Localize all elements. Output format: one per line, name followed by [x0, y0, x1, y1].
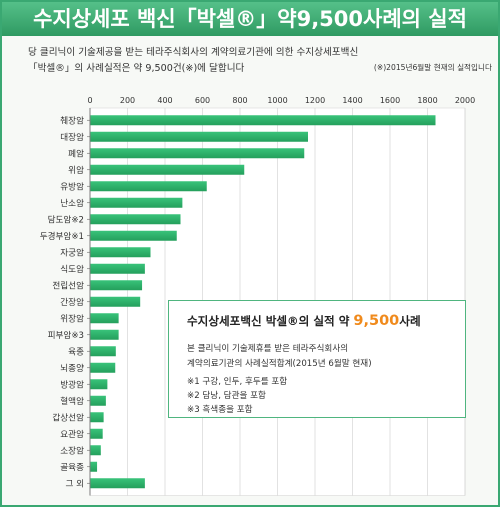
bar-3: [90, 148, 305, 159]
x-tick-label-800: 800: [232, 96, 247, 105]
x-tick-label-1200: 1200: [305, 96, 325, 105]
bar-9: [90, 247, 151, 258]
category-label-3: 폐암: [68, 147, 84, 159]
info-note-1: ※1 구강, 인두, 후두를 포함: [187, 377, 288, 387]
info-box: 수지상세포백신 박셀®의 실적 약 9,500사례 본 클리닉이 기술제휴를 받…: [168, 300, 466, 418]
as-of-note: (※)2015년6월말 현재의 실적입니다: [373, 63, 492, 72]
bar-13: [90, 313, 119, 324]
bar-6: [90, 197, 183, 208]
category-label-23: 그 외: [65, 477, 84, 489]
x-tick-label-2000: 2000: [455, 96, 475, 105]
x-tick-label-1600: 1600: [380, 96, 400, 105]
category-label-11: 전립선암: [52, 279, 84, 291]
info-title-before: 수지상세포백신 박셀®의 실적 약: [187, 314, 354, 328]
bar-14: [90, 329, 119, 340]
x-tick-label-1000: 1000: [267, 96, 287, 105]
info-body-line-1: 본 클리닉이 기술제휴를 받은 테라주식회사의: [187, 344, 349, 354]
category-label-5: 유방암: [60, 180, 84, 192]
bar-22: [90, 461, 98, 472]
category-label-18: 혈액암: [60, 395, 84, 407]
bar-1: [90, 115, 436, 126]
chart-title: 수지상세포 백신「박셀®」약9,500사례의 실적: [2, 2, 498, 36]
bar-4: [90, 164, 245, 175]
info-note-3: ※3 흑색종을 포함: [187, 405, 253, 415]
bar-21: [90, 445, 101, 456]
bar-16: [90, 362, 116, 373]
bar-15: [90, 346, 116, 357]
category-label-21: 소장암: [60, 444, 84, 456]
bar-7: [90, 214, 181, 225]
bar-23: [90, 478, 145, 489]
category-label-13: 위장암: [60, 312, 84, 324]
info-title-after: 사례: [399, 314, 421, 328]
description-line-1: 당 클리닉이 기술제공을 받는 테라주식회사의 계약의료기관에 의한 수지상세포…: [28, 47, 359, 58]
bar-18: [90, 395, 106, 406]
bar-10: [90, 263, 145, 274]
category-label-4: 위암: [68, 164, 84, 176]
category-label-9: 자궁암: [60, 246, 84, 258]
info-box-title: 수지상세포백신 박셀®의 실적 약 9,500사례: [187, 313, 421, 329]
info-title-number: 9,500: [353, 313, 400, 329]
bar-5: [90, 181, 207, 192]
x-tick-label-400: 400: [157, 96, 172, 105]
category-label-10: 식도암: [60, 263, 84, 275]
x-tick-label-0: 0: [87, 96, 92, 105]
x-tick-label-1800: 1800: [417, 96, 437, 105]
bar-12: [90, 296, 141, 307]
x-tick-label-600: 600: [195, 96, 210, 105]
title-prefix: 수지상세포 백신「박셀®」약: [33, 7, 297, 31]
bar-20: [90, 428, 103, 439]
category-label-1: 췌장암: [60, 114, 84, 126]
x-tick-label-1400: 1400: [342, 96, 362, 105]
bar-2: [90, 131, 308, 142]
bar-11: [90, 280, 143, 291]
info-note-2: ※2 담낭, 담관을 포함: [187, 391, 266, 401]
title-number: 9,500: [296, 7, 364, 31]
description-line-2: 「박셀®」의 사례실적은 약 9,500건(※)에 달합니다: [28, 63, 245, 74]
category-label-15: 육종: [68, 346, 84, 357]
category-label-20: 요관암: [60, 428, 84, 440]
category-label-7: 담도암※2: [48, 213, 84, 225]
title-suffix: 사례의 실적: [363, 7, 467, 31]
bar-19: [90, 412, 104, 423]
info-body-line-2: 계약의료기관의 사례실적합계(2015년 6월말 현재): [187, 359, 372, 369]
category-label-16: 뇌종양: [60, 363, 84, 374]
category-label-17: 방광암: [60, 378, 84, 390]
category-label-22: 골육종: [60, 462, 84, 473]
category-label-12: 간장암: [60, 296, 84, 308]
x-tick-label-200: 200: [120, 96, 135, 105]
category-label-8: 두경부암※1: [40, 230, 84, 242]
bar-8: [90, 230, 177, 241]
category-label-14: 피부암※3: [48, 329, 84, 341]
bar-17: [90, 379, 108, 390]
category-label-2: 대장암: [60, 131, 84, 143]
category-label-6: 난소암: [60, 197, 84, 209]
category-label-19: 갑상선암: [52, 411, 84, 423]
